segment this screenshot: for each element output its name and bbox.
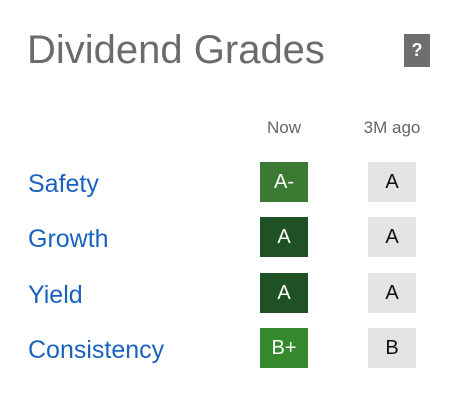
grade-row-yield: Yield A A [0,273,452,315]
grade-now-badge: B+ [260,328,308,368]
metric-link-consistency[interactable]: Consistency [28,336,165,364]
column-header-now: Now [266,118,302,137]
metric-link-safety[interactable]: Safety [28,170,99,198]
help-icon[interactable]: ? [404,34,430,67]
grade-3m-ago-badge: A [368,217,416,257]
grade-row-consistency: Consistency B+ B [0,328,452,370]
grade-3m-ago-badge: A [368,162,416,202]
metric-link-growth[interactable]: Growth [28,225,109,253]
column-header-3m-ago: 3M ago [363,118,421,137]
page-title: Dividend Grades [27,28,325,72]
grade-now-badge: A [260,273,308,313]
grade-now-badge: A- [260,162,308,202]
grade-3m-ago-badge: B [368,328,416,368]
grade-3m-ago-badge: A [368,273,416,313]
grade-row-safety: Safety A- A [0,162,452,204]
grade-row-growth: Growth A A [0,217,452,259]
metric-link-yield[interactable]: Yield [28,281,83,309]
grade-now-badge: A [260,217,308,257]
